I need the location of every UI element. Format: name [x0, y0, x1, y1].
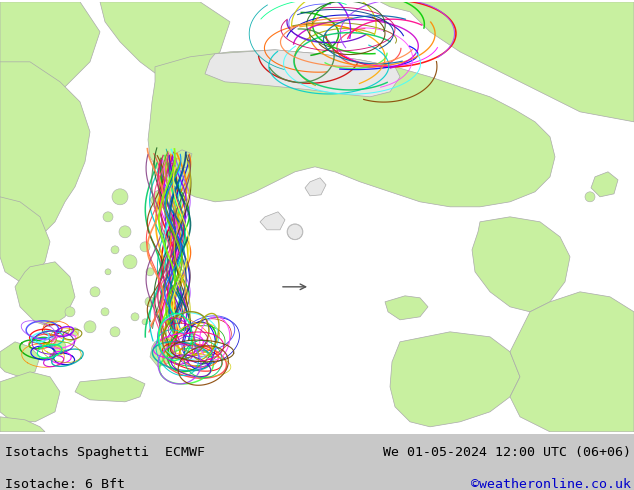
Circle shape [123, 255, 137, 269]
Circle shape [140, 242, 150, 252]
Circle shape [585, 192, 595, 202]
Circle shape [105, 269, 111, 275]
Circle shape [101, 308, 109, 316]
Polygon shape [0, 342, 40, 377]
Circle shape [131, 313, 139, 321]
Polygon shape [0, 197, 50, 282]
Polygon shape [510, 292, 634, 432]
Circle shape [110, 327, 120, 337]
Circle shape [54, 341, 66, 353]
Polygon shape [591, 172, 618, 197]
Polygon shape [166, 150, 192, 170]
Polygon shape [150, 187, 170, 209]
Circle shape [65, 307, 75, 317]
Circle shape [71, 328, 79, 336]
Polygon shape [164, 208, 185, 227]
Circle shape [112, 189, 128, 205]
Text: Isotachs Spaghetti  ECMWF: Isotachs Spaghetti ECMWF [5, 446, 205, 459]
Polygon shape [0, 62, 90, 237]
Polygon shape [100, 2, 230, 82]
Circle shape [119, 226, 131, 238]
Polygon shape [260, 212, 285, 230]
Circle shape [142, 319, 148, 325]
Polygon shape [0, 2, 100, 102]
Polygon shape [75, 377, 145, 402]
Polygon shape [15, 262, 75, 327]
Polygon shape [305, 178, 326, 196]
Circle shape [287, 224, 303, 240]
Circle shape [84, 321, 96, 333]
Polygon shape [390, 332, 520, 427]
Circle shape [145, 297, 155, 307]
Polygon shape [205, 50, 400, 97]
Polygon shape [380, 2, 634, 122]
Polygon shape [0, 372, 60, 422]
Polygon shape [0, 417, 45, 432]
Circle shape [90, 287, 100, 297]
Polygon shape [148, 50, 555, 207]
Circle shape [287, 224, 302, 239]
Text: We 01-05-2024 12:00 UTC (06+06): We 01-05-2024 12:00 UTC (06+06) [383, 446, 631, 459]
Circle shape [146, 268, 154, 276]
Text: Isotache: 6 Bft: Isotache: 6 Bft [5, 478, 125, 490]
Polygon shape [150, 337, 178, 367]
Text: ©weatheronline.co.uk: ©weatheronline.co.uk [471, 478, 631, 490]
Polygon shape [385, 296, 428, 320]
Circle shape [103, 212, 113, 222]
Circle shape [111, 246, 119, 254]
Polygon shape [472, 217, 570, 312]
